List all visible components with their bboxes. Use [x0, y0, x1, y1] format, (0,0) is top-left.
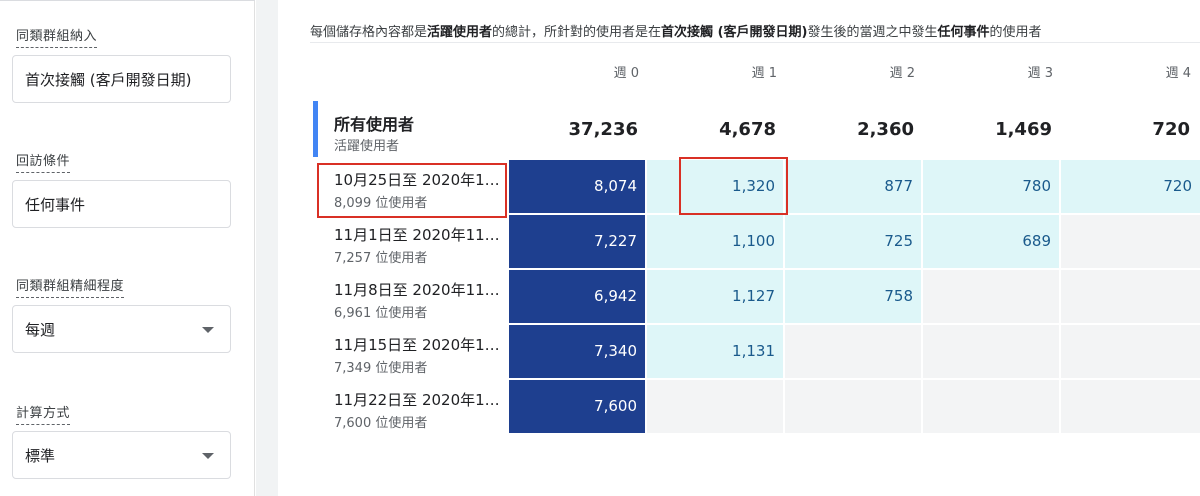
- cohort-date-range: 11月1日至 2020年11…: [334, 226, 500, 244]
- return-criteria-value: 任何事件: [25, 195, 86, 214]
- week-header: 週 3: [1027, 66, 1053, 81]
- all-users-value: 4,678: [719, 119, 776, 140]
- cohort-cell-empty: [647, 380, 783, 433]
- cohort-cell[interactable]: 1,127: [647, 270, 783, 323]
- all-users-accent-bar: [313, 101, 318, 157]
- cohort-cell-empty: [923, 270, 1059, 323]
- table-description: 每個儲存格內容都是活躍使用者的總計，所針對的使用者是在首次接觸 (客戶開發日期)…: [310, 25, 1042, 40]
- return-criteria-field[interactable]: 任何事件: [12, 180, 231, 228]
- cohort-cell-empty: [1061, 380, 1200, 433]
- cohort-date-range: 11月15日至 2020年1…: [334, 336, 500, 354]
- cohort-cell[interactable]: 1,131: [647, 325, 783, 378]
- cohort-user-count: 7,600 位使用者: [334, 416, 428, 431]
- cohort-cell-empty: [1061, 270, 1200, 323]
- week-header: 週 1: [751, 66, 777, 81]
- cohort-inclusion-field[interactable]: 首次接觸 (客戶開發日期): [12, 55, 231, 103]
- cohort-date-range: 11月22日至 2020年1…: [334, 391, 500, 409]
- all-users-title: 所有使用者: [334, 115, 415, 134]
- cohort-user-count: 7,257 位使用者: [334, 251, 428, 266]
- dropdown-caret-icon: [202, 453, 214, 459]
- cohort-cell[interactable]: 780: [923, 160, 1059, 213]
- cohort-granularity-label: 同類群組精細程度: [16, 275, 125, 298]
- cohort-cell[interactable]: 1,100: [647, 215, 783, 268]
- panel-top-divider: [0, 0, 255, 4]
- highlight-box-week1-cell: [679, 157, 788, 215]
- cohort-cell[interactable]: 8,074: [509, 160, 645, 213]
- cohort-user-count: 7,349 位使用者: [334, 361, 428, 376]
- cohort-cell-empty: [785, 325, 921, 378]
- week-header: 週 0: [613, 66, 639, 81]
- cohort-granularity-value: 每週: [25, 320, 56, 339]
- cohort-row-label[interactable]: 11月8日至 2020年11… 6,961 位使用者: [334, 279, 506, 321]
- calculation-label: 計算方式: [16, 402, 71, 425]
- cohort-cell[interactable]: 758: [785, 270, 921, 323]
- cohort-row-label[interactable]: 11月15日至 2020年1… 7,349 位使用者: [334, 334, 506, 376]
- cohort-row-label[interactable]: 11月22日至 2020年1… 7,600 位使用者: [334, 389, 506, 431]
- cohort-cell-empty: [785, 380, 921, 433]
- week-header: 週 4: [1165, 66, 1191, 81]
- all-users-value: 720: [1152, 119, 1190, 140]
- cohort-cell[interactable]: 689: [923, 215, 1059, 268]
- cohort-granularity-select[interactable]: 每週: [12, 305, 231, 353]
- highlight-box-row-label: [317, 163, 507, 218]
- cohort-cell-empty: [923, 325, 1059, 378]
- cohort-date-range: 10月25日至 2020年1…: [334, 171, 500, 189]
- cohort-row-label[interactable]: 10月25日至 2020年1… 8,099 位使用者: [334, 169, 506, 211]
- cohort-user-count: 6,961 位使用者: [334, 306, 428, 321]
- cohort-cell[interactable]: 7,227: [509, 215, 645, 268]
- all-users-value: 1,469: [995, 119, 1052, 140]
- cohort-cell[interactable]: 720: [1061, 160, 1200, 213]
- cohort-cell-empty: [1061, 215, 1200, 268]
- cohort-table: 每個儲存格內容都是活躍使用者的總計，所針對的使用者是在首次接觸 (客戶開發日期)…: [278, 0, 1200, 496]
- cohort-row-label[interactable]: 11月1日至 2020年11… 7,257 位使用者: [334, 224, 506, 266]
- cohort-inclusion-label: 同類群組納入: [16, 25, 98, 48]
- cohort-cell[interactable]: 877: [785, 160, 921, 213]
- panel-gutter: [256, 0, 278, 496]
- all-users-value: 37,236: [568, 119, 638, 140]
- cohort-cell-empty: [1061, 325, 1200, 378]
- cohort-cell[interactable]: 7,340: [509, 325, 645, 378]
- cohort-cell[interactable]: 6,942: [509, 270, 645, 323]
- all-users-row: 所有使用者 活躍使用者 37,236 4,678 2,360 1,469 720: [313, 101, 1200, 157]
- settings-panel: 同類群組納入 首次接觸 (客戶開發日期) 回訪條件 任何事件 同類群組精細程度 …: [0, 0, 255, 496]
- cohort-inclusion-value: 首次接觸 (客戶開發日期): [25, 70, 192, 89]
- description-divider: [310, 42, 1200, 43]
- all-users-subtitle: 活躍使用者: [334, 139, 400, 154]
- dropdown-caret-icon: [202, 327, 214, 333]
- cohort-cell[interactable]: 7,600: [509, 380, 645, 433]
- cohort-date-range: 11月8日至 2020年11…: [334, 281, 500, 299]
- calculation-value: 標準: [25, 446, 56, 465]
- calculation-select[interactable]: 標準: [12, 431, 231, 479]
- cohort-cell[interactable]: 725: [785, 215, 921, 268]
- cohort-cell[interactable]: 1,320: [647, 160, 783, 213]
- week-header: 週 2: [889, 66, 915, 81]
- cohort-cell-empty: [923, 380, 1059, 433]
- all-users-value: 2,360: [857, 119, 914, 140]
- return-criteria-label: 回訪條件: [16, 150, 71, 173]
- cohort-user-count: 8,099 位使用者: [334, 196, 428, 211]
